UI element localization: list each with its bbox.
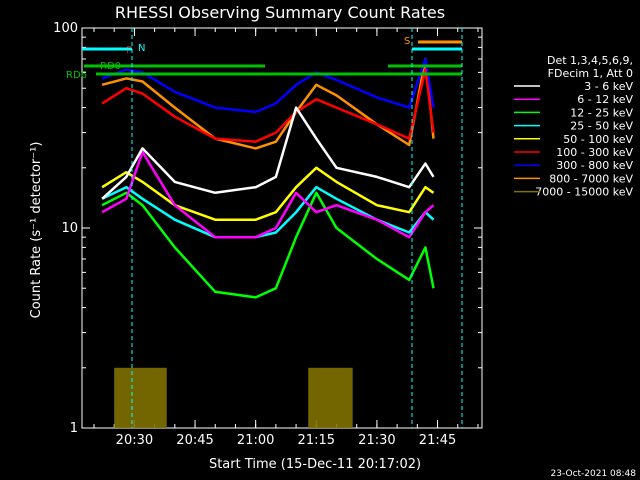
flag-label-rd6: RD6 xyxy=(66,70,87,81)
flag-label-n: N xyxy=(138,43,145,54)
y-tick-label: 100 xyxy=(53,21,78,36)
legend-entry-label: 6 - 12 keV xyxy=(577,93,633,106)
x-tick-label: 21:00 xyxy=(237,433,274,448)
legend-entry-label: 100 - 300 keV xyxy=(556,146,633,159)
series-3-6-kev-line xyxy=(101,106,435,200)
legend-header-line-1: Det 1,3,4,5,6,9, xyxy=(547,54,633,67)
flag-label-s: S xyxy=(404,36,410,47)
x-tick-label: 21:30 xyxy=(358,433,395,448)
legend-header-line-2: FDecim 1, Att 0 xyxy=(548,67,633,80)
legend-entry-label: 50 - 100 keV xyxy=(563,133,633,146)
y-tick-label: 10 xyxy=(61,221,78,236)
legend-entry-label: 800 - 7000 keV xyxy=(549,172,633,185)
y-tick-label: 1 xyxy=(70,421,78,436)
legend-entry-label: 3 - 6 keV xyxy=(584,80,633,93)
series-6-12-kev-line xyxy=(101,150,435,239)
legend: Det 1,3,4,5,6,9, FDecim 1, Att 0 3 - 6 k… xyxy=(514,54,633,199)
series-100-300-kev-line xyxy=(101,68,435,143)
series-300-800-kev-line xyxy=(101,57,435,114)
plot-area: 11010020:3020:4521:0021:1521:3021:45RD0R… xyxy=(53,21,483,448)
series-12-25-kev-line xyxy=(101,191,435,299)
chart-title: RHESSI Observing Summary Count Rates xyxy=(115,3,445,22)
series-7000-15000-kev-band xyxy=(308,367,353,428)
series-25-50-kev-line xyxy=(101,185,435,239)
x-axis-label: Start Time (15-Dec-11 20:17:02) xyxy=(209,457,421,472)
legend-entry-label: 12 - 25 keV xyxy=(570,106,633,119)
series-800-7000-kev-line xyxy=(101,57,435,150)
series-50-100-kev-line xyxy=(101,166,435,221)
x-tick-label: 20:45 xyxy=(176,433,213,448)
x-tick-label: 21:15 xyxy=(298,433,335,448)
legend-entry-label: 25 - 50 keV xyxy=(570,120,633,133)
x-tick-label: 20:30 xyxy=(116,433,153,448)
x-tick-label: 21:45 xyxy=(419,433,456,448)
legend-entry-label: 300 - 800 keV xyxy=(556,159,633,172)
footer-timestamp: 23-Oct-2021 08:48 xyxy=(551,469,637,479)
legend-entry-label: 7000 - 15000 keV xyxy=(535,186,633,199)
y-axis-label: Count Rate (s⁻¹ detector⁻¹) xyxy=(29,142,44,319)
series-7000-15000-kev-band xyxy=(114,367,167,428)
